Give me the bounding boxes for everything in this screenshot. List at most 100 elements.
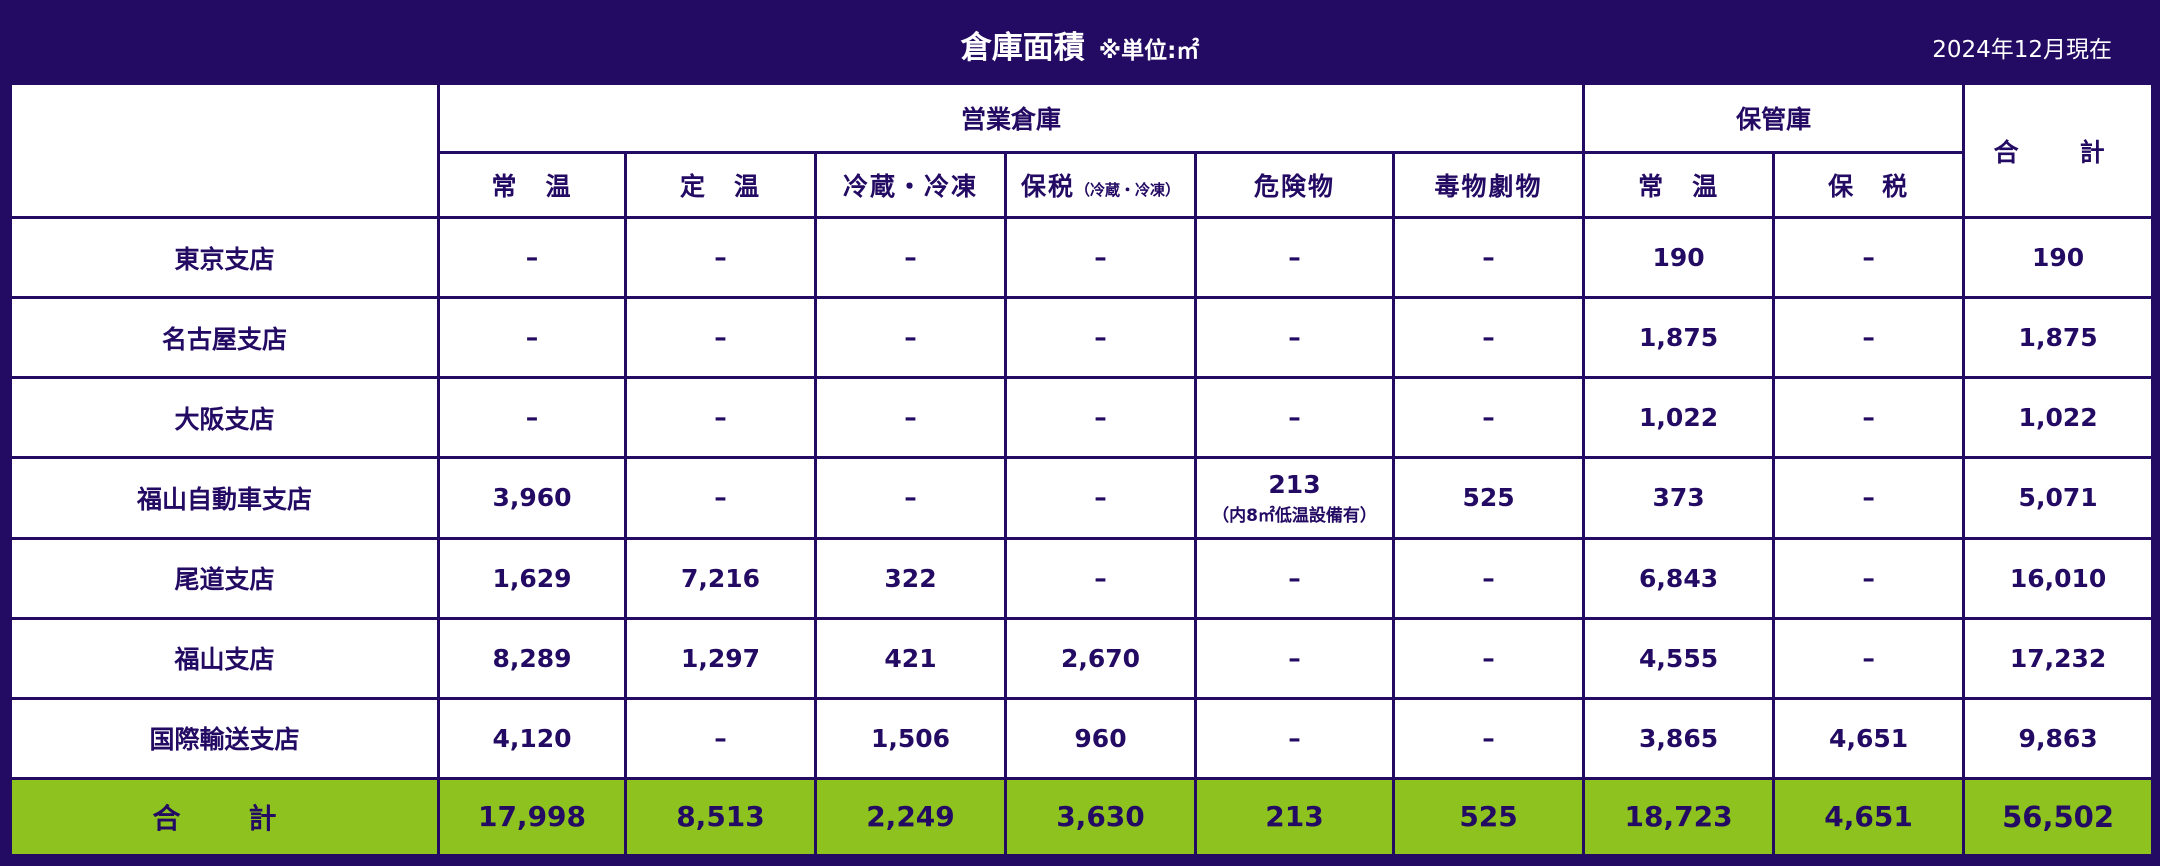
table-cell: – xyxy=(1194,376,1395,460)
group-header-storage: 保管庫 xyxy=(1582,82,1966,154)
table-row: 国際輸送支店 4,120 – 1,506 960 – – 3,865 4,651… xyxy=(9,696,2155,780)
sub-header-storage-bonded: 保 税 xyxy=(1772,151,1966,219)
table-cell: – xyxy=(1772,456,1966,540)
unit-note: ※単位:㎡ xyxy=(1098,38,1200,64)
table-cell: – xyxy=(1772,376,1966,460)
table-cell: – xyxy=(624,215,817,300)
table-cell: – xyxy=(1391,296,1586,380)
row-total: 17,232 xyxy=(1962,616,2155,700)
table-cell: – xyxy=(1391,536,1586,620)
sub-header-storage-ambient: 常 温 xyxy=(1582,151,1776,219)
table-cell: 3,960 xyxy=(437,456,627,540)
table-cell: – xyxy=(1772,296,1966,380)
group-header-sales: 営業倉庫 xyxy=(436,82,1586,154)
title-bar: 倉庫面積 ※単位:㎡ 2024年12月現在 xyxy=(0,0,2160,82)
table-cell: 373 xyxy=(1582,456,1776,540)
sum-cell: 3,630 xyxy=(1004,776,1197,858)
table-cell: – xyxy=(1194,215,1395,300)
branch-name: 東京支店 xyxy=(9,215,440,300)
sub-header-hazardous: 危険物 xyxy=(1194,151,1395,219)
sub-header-poisonous: 毒物劇物 xyxy=(1391,151,1586,219)
row-total: 1,875 xyxy=(1962,296,2155,380)
hazardous-value: 213 xyxy=(1268,469,1321,499)
table-cell: 1,506 xyxy=(814,696,1007,780)
branch-name: 尾道支店 xyxy=(9,536,440,620)
table-cell: – xyxy=(814,215,1007,300)
table-cell: 1,875 xyxy=(1582,296,1776,380)
branch-name: 名古屋支店 xyxy=(9,296,440,380)
table-cell: – xyxy=(437,215,627,300)
table-cell: 4,555 xyxy=(1582,616,1776,700)
table-cell: – xyxy=(1004,456,1197,540)
table-cell: 1,022 xyxy=(1582,376,1776,460)
sub-header-constant-temp: 定 温 xyxy=(624,151,817,219)
table-row: 尾道支店 1,629 7,216 322 – – – 6,843 – 16,01… xyxy=(9,536,2155,620)
branch-name: 福山支店 xyxy=(9,616,440,700)
title-text: 倉庫面積 xyxy=(960,30,1085,66)
table-cell: 7,216 xyxy=(624,536,817,620)
table-row: 福山自動車支店 3,960 – – – 213 （内8㎡低温設備有） 525 37… xyxy=(9,456,2155,540)
table-cell: – xyxy=(624,296,817,380)
sum-cell: 2,249 xyxy=(814,776,1007,858)
table-cell: 960 xyxy=(1004,696,1197,780)
table-cell: 1,297 xyxy=(624,616,817,700)
branch-name: 大阪支店 xyxy=(9,376,440,460)
row-total: 16,010 xyxy=(1962,536,2155,620)
total-header: 合 計 xyxy=(1962,82,2155,219)
table-cell: 2,670 xyxy=(1004,616,1197,700)
grand-total-value: 56,502 xyxy=(1962,776,2155,858)
sum-cell: 213 xyxy=(1194,776,1395,858)
branch-name: 福山自動車支店 xyxy=(9,456,440,540)
sum-cell: 525 xyxy=(1391,776,1586,858)
table-cell-hazardous: 213 （内8㎡低温設備有） xyxy=(1194,456,1395,540)
table-cell: – xyxy=(437,376,627,460)
table-cell: – xyxy=(1004,376,1197,460)
page-title: 倉庫面積 ※単位:㎡ xyxy=(0,22,2160,67)
table-cell: 1,629 xyxy=(437,536,627,620)
table-cell: 8,289 xyxy=(437,616,627,700)
table-cell: – xyxy=(1194,296,1395,380)
table-cell: – xyxy=(814,456,1007,540)
sub-header-bonded-note: （冷蔵・冷凍） xyxy=(1075,181,1181,199)
table-cell: – xyxy=(624,376,817,460)
table-cell: 6,843 xyxy=(1582,536,1776,620)
table-cell: – xyxy=(814,296,1007,380)
grand-total-row: 合 計 17,998 8,513 2,249 3,630 213 525 18,… xyxy=(9,776,2155,858)
hazardous-note: （内8㎡低温設備有） xyxy=(1212,505,1377,526)
table-cell: 322 xyxy=(814,536,1007,620)
sum-cell: 18,723 xyxy=(1582,776,1776,858)
grand-total-label: 合 計 xyxy=(9,776,440,858)
corner-cell xyxy=(9,82,440,219)
table-cell: – xyxy=(1004,296,1197,380)
sum-cell: 17,998 xyxy=(437,776,627,858)
table-cell: 4,651 xyxy=(1772,696,1966,780)
sum-cell: 8,513 xyxy=(624,776,817,858)
table-cell: – xyxy=(1391,616,1586,700)
sum-cell: 4,651 xyxy=(1772,776,1966,858)
sub-header-bonded-label: 保税 xyxy=(1020,172,1075,201)
table-cell: – xyxy=(1391,215,1586,300)
table-cell: – xyxy=(1194,696,1395,780)
table-row: 名古屋支店 – – – – – – 1,875 – 1,875 xyxy=(9,296,2155,380)
table-cell: – xyxy=(624,696,817,780)
sub-header-refrigerated: 冷蔵・冷凍 xyxy=(814,151,1007,219)
row-total: 9,863 xyxy=(1962,696,2155,780)
row-total: 1,022 xyxy=(1962,376,2155,460)
table-cell: – xyxy=(1772,536,1966,620)
table-cell: 190 xyxy=(1582,215,1776,300)
table-cell: – xyxy=(1194,616,1395,700)
branch-name: 国際輸送支店 xyxy=(9,696,440,780)
row-total: 5,071 xyxy=(1962,456,2155,540)
warehouse-area-table: 営業倉庫 保管庫 合 計 常 温 定 温 冷蔵・冷凍 保税（冷蔵・冷凍） 危険物… xyxy=(9,82,2155,858)
table-row: 東京支店 – – – – – – 190 – 190 xyxy=(9,215,2155,300)
table-cell: 525 xyxy=(1391,456,1586,540)
row-total: 190 xyxy=(1962,215,2155,300)
as-of-date: 2024年12月現在 xyxy=(1932,37,2112,63)
table-row: 福山支店 8,289 1,297 421 2,670 – – 4,555 – 1… xyxy=(9,616,2155,700)
table-cell: – xyxy=(1772,215,1966,300)
table-cell: – xyxy=(1194,536,1395,620)
table-cell: – xyxy=(1391,696,1586,780)
table-cell: 4,120 xyxy=(437,696,627,780)
sub-header-ambient: 常 温 xyxy=(437,151,627,219)
